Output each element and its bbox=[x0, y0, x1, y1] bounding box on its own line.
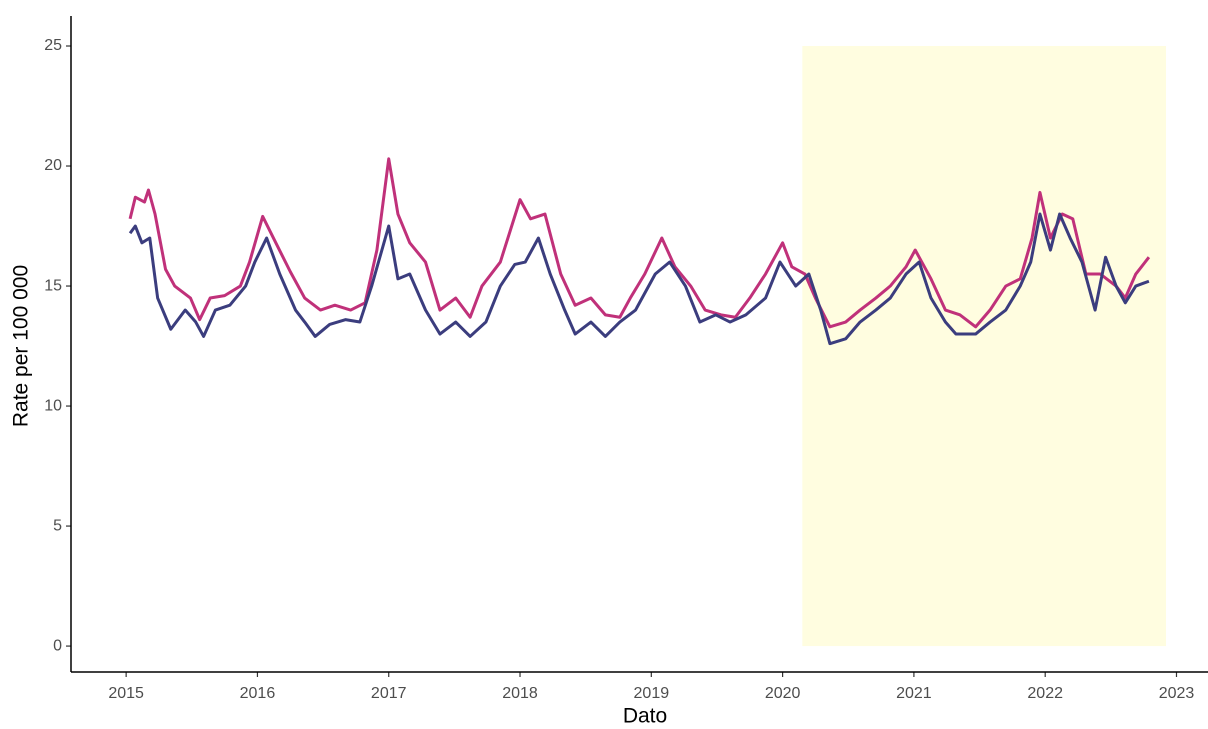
y-tick-label: 10 bbox=[44, 397, 62, 414]
y-tick-label: 0 bbox=[53, 637, 62, 654]
x-tick-label: 2020 bbox=[765, 685, 801, 702]
y-axis-title: Rate per 100 000 bbox=[10, 265, 33, 427]
x-tick-label: 2023 bbox=[1159, 685, 1195, 702]
y-tick-label: 20 bbox=[44, 157, 62, 174]
x-tick-label: 2021 bbox=[896, 685, 932, 702]
y-tick-label: 5 bbox=[53, 517, 62, 534]
x-axis-title: Dato bbox=[623, 705, 667, 728]
x-tick-label: 2019 bbox=[634, 685, 670, 702]
x-tick-label: 2017 bbox=[371, 685, 407, 702]
x-tick-label: 2022 bbox=[1027, 685, 1063, 702]
x-tick-label: 2016 bbox=[240, 685, 276, 702]
shaded-region bbox=[802, 46, 1166, 647]
series-line bbox=[128, 212, 1150, 346]
x-tick-label: 2018 bbox=[502, 685, 538, 702]
series-line bbox=[128, 157, 1151, 329]
y-tick-label: 15 bbox=[44, 277, 62, 294]
x-tick-label: 2015 bbox=[108, 685, 144, 702]
y-tick-label: 25 bbox=[44, 37, 62, 54]
